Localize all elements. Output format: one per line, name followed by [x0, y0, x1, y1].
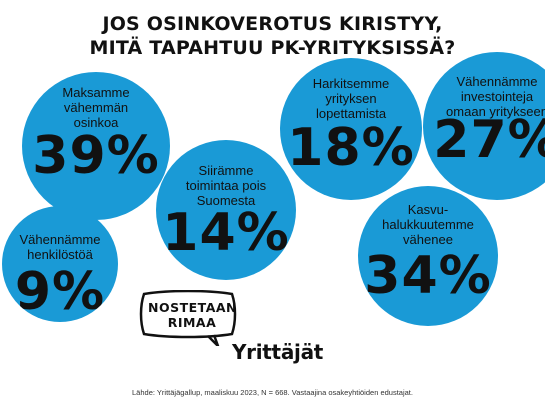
- bubble-value: 34%: [364, 246, 492, 306]
- bubble-reduce-staff: Vähennämme henkilöstöä 9%: [2, 206, 118, 322]
- chart-title: JOS OSINKOVEROTUS KIRISTYY, MITÄ TAPAHTU…: [0, 12, 545, 60]
- bubble-value: 9%: [14, 262, 106, 322]
- bubble-move-abroad: Siirämme toimintaa pois Suomesta 14%: [156, 140, 296, 280]
- chart-title-line-1: JOS OSINKOVEROTUS KIRISTYY,: [102, 13, 443, 35]
- bubble-label: Maksamme vähemmän osinkoa: [62, 85, 130, 130]
- bubble-less-investment: Vähennämme investointeja omaan yrityksee…: [423, 52, 545, 200]
- bubble-label: Vähennämme henkilöstöä: [19, 232, 101, 262]
- yrittajat-logo: Yrittäjät: [232, 340, 324, 364]
- bubble-value: 14%: [162, 203, 290, 263]
- bubble-label: Kasvu- halukkuutemme vähenee: [382, 202, 474, 247]
- bubble-label: Vähennämme investointeja omaan yrityksee…: [446, 74, 545, 119]
- speech-bubble-icon: [139, 290, 237, 346]
- chart-title-line-2: MITÄ TAPAHTUU PK-YRITYKSISSÄ?: [89, 37, 456, 59]
- source-note: Lähde: Yrittäjägallup, maaliskuu 2023, N…: [132, 388, 413, 397]
- bubble-value: 27%: [433, 110, 545, 170]
- slogan-line-1: NOSTETAAN: [148, 300, 238, 315]
- bubble-growth-decreases: Kasvu- halukkuutemme vähenee 34%: [358, 186, 498, 326]
- bubble-label: Siirämme toimintaa pois Suomesta: [185, 163, 267, 208]
- bubble-less-dividends: Maksamme vähemmän osinkoa 39%: [22, 72, 170, 220]
- slogan: NOSTETAAN RIMAA: [148, 300, 238, 330]
- bubble-label: Harkitsemme yrityksen lopettamista: [312, 76, 390, 121]
- slogan-line-2: RIMAA: [167, 315, 217, 330]
- bubble-value: 18%: [287, 118, 415, 178]
- bubble-value: 39%: [32, 126, 160, 186]
- bubble-consider-closing: Harkitsemme yrityksen lopettamista 18%: [280, 58, 422, 200]
